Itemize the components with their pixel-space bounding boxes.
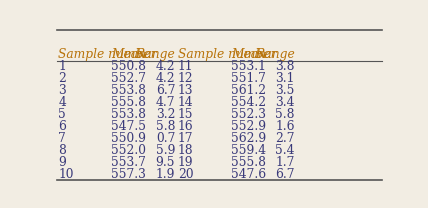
Text: 18: 18 xyxy=(178,144,193,157)
Text: 8: 8 xyxy=(58,144,66,157)
Text: 3.4: 3.4 xyxy=(276,96,295,109)
Text: 10: 10 xyxy=(58,168,74,181)
Text: 2: 2 xyxy=(58,72,66,85)
Text: Sample number: Sample number xyxy=(58,48,157,61)
Text: 12: 12 xyxy=(178,72,193,85)
Text: 1.9: 1.9 xyxy=(156,168,175,181)
Text: Mean: Mean xyxy=(231,48,266,61)
Text: 16: 16 xyxy=(178,120,193,133)
Text: 14: 14 xyxy=(178,96,193,109)
Text: 553.7: 553.7 xyxy=(111,156,146,169)
Text: 5.8: 5.8 xyxy=(276,108,295,121)
Text: 552.3: 552.3 xyxy=(231,108,266,121)
Text: 3: 3 xyxy=(58,84,66,97)
Text: 562.9: 562.9 xyxy=(231,132,266,145)
Text: 2.7: 2.7 xyxy=(276,132,295,145)
Text: 552.0: 552.0 xyxy=(111,144,146,157)
Text: 19: 19 xyxy=(178,156,193,169)
Text: 547.5: 547.5 xyxy=(111,120,146,133)
Text: 557.3: 557.3 xyxy=(111,168,146,181)
Text: 550.9: 550.9 xyxy=(111,132,146,145)
Text: 553.8: 553.8 xyxy=(111,84,146,97)
Text: 6.7: 6.7 xyxy=(156,84,175,97)
Text: 13: 13 xyxy=(178,84,193,97)
Text: 552.9: 552.9 xyxy=(231,120,266,133)
Text: 9: 9 xyxy=(58,156,66,169)
Text: 9.5: 9.5 xyxy=(156,156,175,169)
Text: 5: 5 xyxy=(58,108,66,121)
Text: 5.9: 5.9 xyxy=(156,144,175,157)
Text: 20: 20 xyxy=(178,168,193,181)
Text: 4.7: 4.7 xyxy=(156,96,175,109)
Text: 6: 6 xyxy=(58,120,66,133)
Text: Range: Range xyxy=(255,48,295,61)
Text: Sample number: Sample number xyxy=(178,48,276,61)
Text: 550.8: 550.8 xyxy=(111,61,146,73)
Text: 4: 4 xyxy=(58,96,66,109)
Text: 4.2: 4.2 xyxy=(156,72,175,85)
Text: 3.5: 3.5 xyxy=(276,84,295,97)
Text: 11: 11 xyxy=(178,61,193,73)
Text: 554.2: 554.2 xyxy=(231,96,266,109)
Text: 561.2: 561.2 xyxy=(231,84,266,97)
Text: 15: 15 xyxy=(178,108,193,121)
Text: 17: 17 xyxy=(178,132,193,145)
Text: 551.7: 551.7 xyxy=(231,72,266,85)
Text: 3.2: 3.2 xyxy=(156,108,175,121)
Text: Mean: Mean xyxy=(111,48,146,61)
Text: 4.2: 4.2 xyxy=(156,61,175,73)
Text: 547.6: 547.6 xyxy=(231,168,266,181)
Text: 559.4: 559.4 xyxy=(231,144,266,157)
Text: Range: Range xyxy=(136,48,175,61)
Text: 3.1: 3.1 xyxy=(276,72,295,85)
Text: 0.7: 0.7 xyxy=(156,132,175,145)
Text: 1.6: 1.6 xyxy=(276,120,295,133)
Text: 5.4: 5.4 xyxy=(276,144,295,157)
Text: 553.1: 553.1 xyxy=(231,61,266,73)
Text: 555.8: 555.8 xyxy=(231,156,266,169)
Text: 553.8: 553.8 xyxy=(111,108,146,121)
Text: 1: 1 xyxy=(58,61,66,73)
Text: 555.8: 555.8 xyxy=(111,96,146,109)
Text: 6.7: 6.7 xyxy=(276,168,295,181)
Text: 7: 7 xyxy=(58,132,66,145)
Text: 5.8: 5.8 xyxy=(156,120,175,133)
Text: 1.7: 1.7 xyxy=(276,156,295,169)
Text: 3.8: 3.8 xyxy=(276,61,295,73)
Text: 552.7: 552.7 xyxy=(111,72,146,85)
